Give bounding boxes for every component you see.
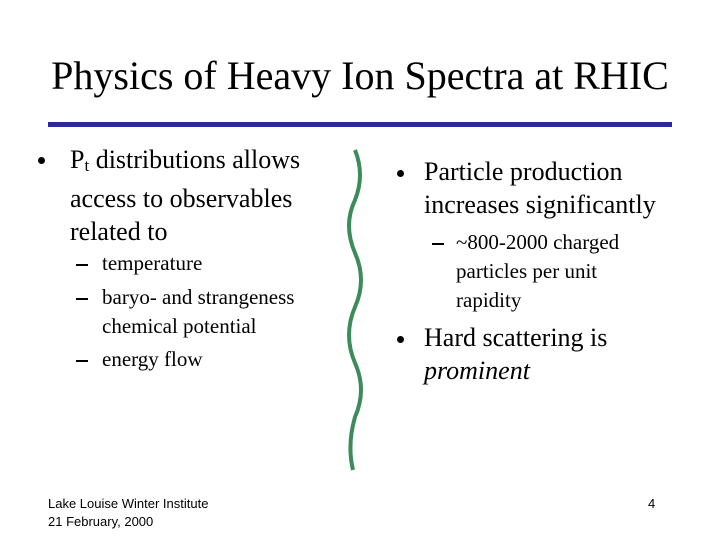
dash [76,264,88,266]
title-rule [48,122,672,127]
sub-bullet: ~800-2000 charged particles per unit rap… [456,230,620,312]
wave-line [347,149,363,471]
sub-bullet: temperature [102,251,203,275]
subscript: t [84,156,90,175]
divider [347,149,363,471]
footer-line: Lake Louise Winter Institute [48,496,209,511]
footer-line: 21 February, 2000 [48,514,154,529]
page-number: 4 [648,496,656,511]
sub-bullet: baryo- and strangeness chemical potentia… [102,285,295,338]
dash [76,360,88,362]
bullet [397,170,404,177]
bullet-text: Hard scattering is prominent [424,321,684,387]
text: distributions allows access to observabl… [70,145,301,246]
dash [432,243,444,245]
bullet-text: Particle production increases significan… [424,157,656,219]
text: Hard scattering is [424,323,608,352]
emphasis: prominent [424,356,530,385]
bullet-text: Pt distributions allows access to observ… [70,143,322,248]
footer: Lake Louise Winter Institute 21 February,… [48,495,208,531]
dash [76,298,88,300]
sub-bullet: energy flow [102,347,203,371]
bullet [397,336,404,343]
slide-title: Physics of Heavy Ion Spectra at RHIC [51,53,669,98]
text: P [70,145,85,174]
bullet [38,157,45,164]
